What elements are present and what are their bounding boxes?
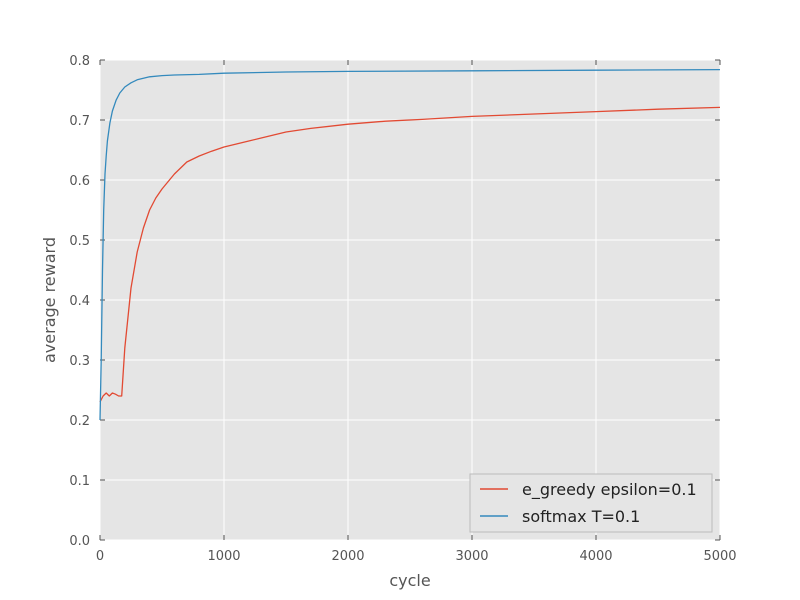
x-tick-label: 0 [96, 549, 104, 564]
y-tick-label: 0.4 [69, 294, 90, 309]
y-tick-label: 0.1 [69, 474, 90, 489]
x-tick-label: 4000 [579, 549, 612, 564]
x-axis-label: cycle [389, 571, 430, 590]
y-tick-label: 0.5 [69, 234, 90, 249]
y-tick-label: 0.6 [69, 174, 90, 189]
y-tick-label: 0.3 [69, 354, 90, 369]
x-tick-label: 2000 [331, 549, 364, 564]
legend-label-e-greedy: e_greedy epsilon=0.1 [522, 480, 697, 500]
y-axis-ticks: 0.0 0.1 0.2 0.3 0.4 0.5 0.6 0.7 0.8 [69, 54, 720, 549]
x-axis-ticks: 0 1000 2000 3000 4000 5000 [96, 60, 737, 564]
y-axis-label: average reward [40, 237, 59, 363]
y-tick-label: 0.0 [69, 534, 90, 549]
x-tick-label: 1000 [207, 549, 240, 564]
x-tick-label: 5000 [703, 549, 736, 564]
y-tick-label: 0.8 [69, 54, 90, 69]
x-tick-label: 3000 [455, 549, 488, 564]
series-lines [99, 68, 721, 421]
legend-label-softmax: softmax T=0.1 [522, 507, 640, 526]
y-tick-label: 0.2 [69, 414, 90, 429]
series-e-greedy-line [99, 106, 721, 403]
legend-box [469, 473, 713, 533]
series-softmax-line [99, 68, 721, 421]
y-tick-label: 0.7 [69, 114, 90, 129]
legend: e_greedy epsilon=0.1 softmax T=0.1 [469, 473, 713, 533]
